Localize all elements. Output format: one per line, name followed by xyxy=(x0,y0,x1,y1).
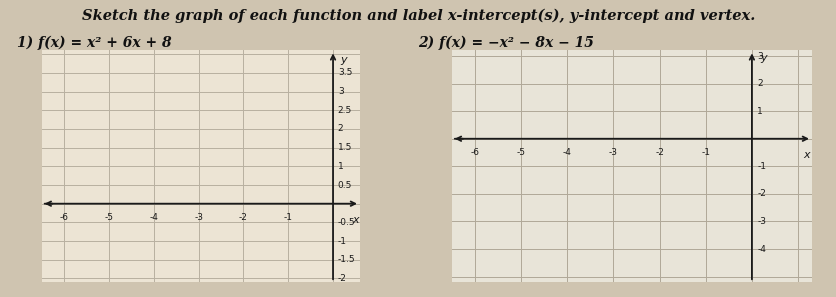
Text: -1: -1 xyxy=(701,148,710,157)
Text: -0.5: -0.5 xyxy=(338,218,355,227)
Text: -5: -5 xyxy=(516,148,525,157)
Text: 1: 1 xyxy=(757,107,762,116)
Text: -1: -1 xyxy=(338,236,346,246)
Text: 1: 1 xyxy=(338,162,343,171)
Text: -4: -4 xyxy=(563,148,571,157)
Text: -3: -3 xyxy=(757,217,766,226)
Text: 1.5: 1.5 xyxy=(338,143,352,152)
Text: -3: -3 xyxy=(194,213,203,222)
Text: 2) f(x) = −x² − 8x − 15: 2) f(x) = −x² − 8x − 15 xyxy=(418,36,594,50)
Text: x: x xyxy=(352,215,359,225)
Text: x: x xyxy=(803,150,809,160)
Text: 1) f(x) = x² + 6x + 8: 1) f(x) = x² + 6x + 8 xyxy=(17,36,171,50)
Text: 3: 3 xyxy=(757,51,762,61)
Text: -2: -2 xyxy=(655,148,663,157)
Text: -4: -4 xyxy=(757,244,765,254)
Text: -3: -3 xyxy=(609,148,617,157)
Text: 3: 3 xyxy=(338,87,343,96)
Text: 0.5: 0.5 xyxy=(338,181,352,189)
Text: -2: -2 xyxy=(338,274,346,283)
Text: -6: -6 xyxy=(470,148,479,157)
Text: y: y xyxy=(339,55,346,65)
Text: Sketch the graph of each function and label x-intercept(s), y-intercept and vert: Sketch the graph of each function and la… xyxy=(82,9,754,23)
Text: -6: -6 xyxy=(59,213,69,222)
Text: 3.5: 3.5 xyxy=(338,68,352,78)
Text: -2: -2 xyxy=(239,213,247,222)
Text: 2: 2 xyxy=(338,124,343,133)
Text: -1.5: -1.5 xyxy=(338,255,355,264)
Text: -1: -1 xyxy=(757,162,766,171)
Text: -5: -5 xyxy=(104,213,114,222)
Text: -2: -2 xyxy=(757,189,765,198)
Text: 2: 2 xyxy=(757,79,762,88)
Text: y: y xyxy=(759,53,766,63)
Text: 2.5: 2.5 xyxy=(338,106,352,115)
Text: -4: -4 xyxy=(150,213,158,222)
Text: -1: -1 xyxy=(283,213,293,222)
